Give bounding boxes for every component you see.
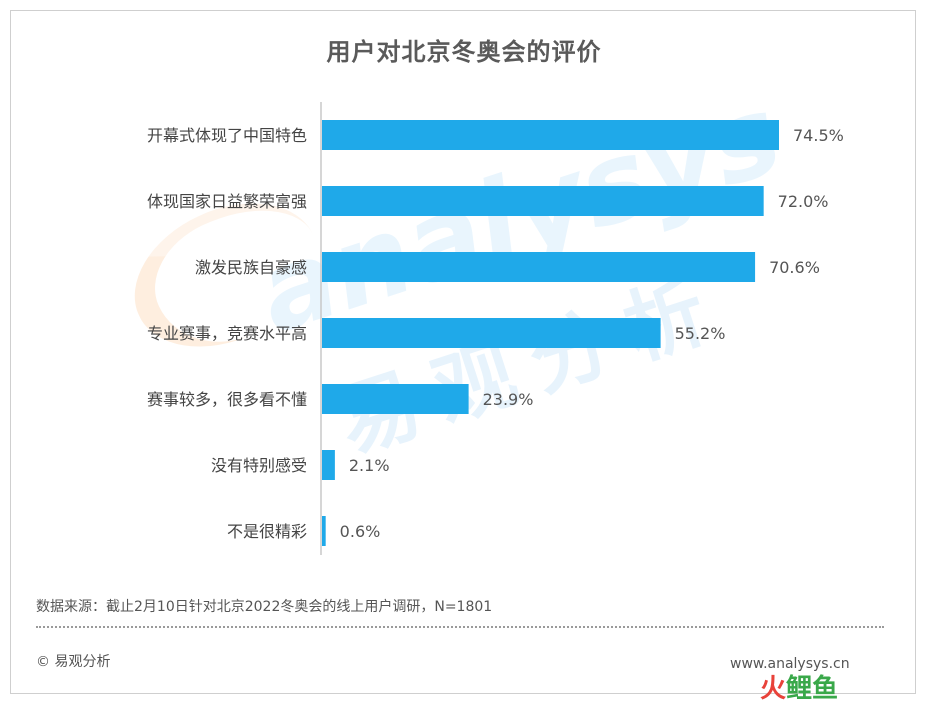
bar bbox=[322, 120, 779, 150]
category-label: 不是很精彩 bbox=[227, 522, 307, 541]
value-label: 0.6% bbox=[340, 522, 381, 541]
bar bbox=[322, 516, 326, 546]
bar bbox=[322, 186, 764, 216]
bar bbox=[322, 450, 335, 480]
corner-logo: 火鲤鱼 bbox=[760, 668, 838, 705]
chart-frame bbox=[10, 10, 916, 694]
corner-logo-part1: 火 bbox=[760, 674, 787, 704]
value-label: 70.6% bbox=[769, 258, 820, 277]
bar bbox=[322, 318, 661, 348]
value-label: 2.1% bbox=[349, 456, 390, 475]
corner-logo-part2: 鲤鱼 bbox=[786, 674, 839, 704]
value-label: 72.0% bbox=[778, 192, 829, 211]
category-label: 激发民族自豪感 bbox=[195, 258, 307, 277]
category-label: 开幕式体现了中国特色 bbox=[147, 126, 307, 145]
category-label: 赛事较多，很多看不懂 bbox=[147, 390, 307, 409]
value-label: 74.5% bbox=[793, 126, 844, 145]
chart-title: 用户对北京冬奥会的评价 bbox=[326, 38, 602, 66]
category-label: 专业赛事，竞赛水平高 bbox=[147, 324, 307, 343]
category-label: 没有特别感受 bbox=[211, 456, 307, 475]
value-label: 23.9% bbox=[483, 390, 534, 409]
copyright-text: © 易观分析 bbox=[36, 654, 111, 670]
value-label: 55.2% bbox=[675, 324, 726, 343]
website-link[interactable]: www.analysys.cn bbox=[730, 656, 850, 672]
bar bbox=[322, 384, 469, 414]
footer-divider bbox=[36, 626, 884, 628]
category-label: 体现国家日益繁荣富强 bbox=[147, 192, 307, 211]
data-source-note: 数据来源：截止2月10日针对北京2022冬奥会的线上用户调研，N=1801 bbox=[36, 599, 493, 615]
bar bbox=[322, 252, 756, 282]
